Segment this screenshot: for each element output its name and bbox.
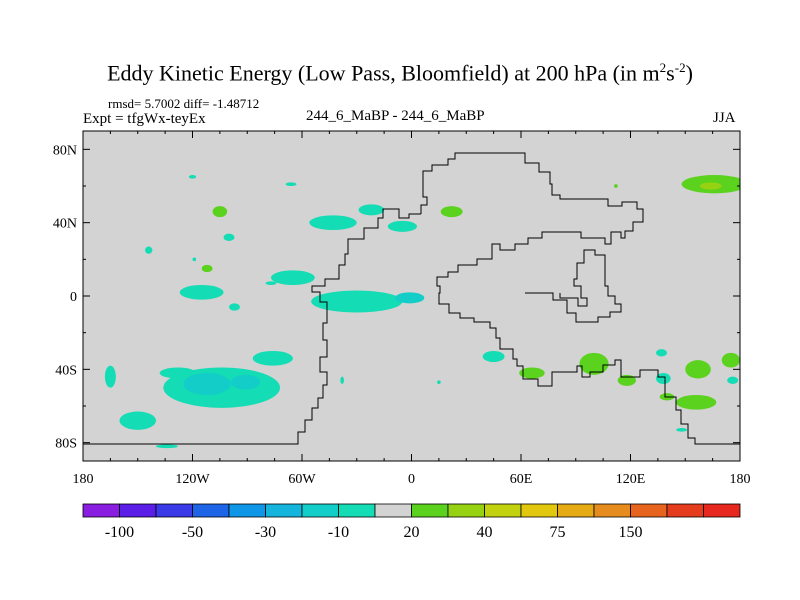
y-axis: 80N 40N 0 40S 80S xyxy=(53,143,740,452)
anomaly-blob-26 xyxy=(685,360,711,379)
colorbar-swatch-2 xyxy=(155,503,193,518)
anomaly-blob-4 xyxy=(230,374,261,390)
anomaly-blob-21 xyxy=(223,233,235,241)
y-tick-label-3: 40S xyxy=(55,363,77,378)
colorbar-label-5: 40 xyxy=(477,524,493,541)
anomaly-blob-41 xyxy=(156,444,178,449)
anomaly-blob-32 xyxy=(482,351,505,362)
anomaly-blob-31 xyxy=(519,367,545,379)
x-tick-label-2: 60W xyxy=(288,472,316,487)
anomaly-blob-37 xyxy=(676,428,688,432)
continent-outlines xyxy=(83,152,740,445)
x-axis: 180 120W 60W 0 60E 120E 180 xyxy=(73,131,751,487)
anomaly-blob-20 xyxy=(212,206,228,218)
anomaly-blob-15 xyxy=(395,292,425,304)
colorbar-swatch-16 xyxy=(666,503,704,518)
anomaly-blob-5 xyxy=(252,351,293,366)
x-tick-label-5: 120E xyxy=(616,472,646,487)
x-tick-label-0: 180 xyxy=(73,472,94,487)
anomaly-blob-12 xyxy=(265,281,277,285)
chart-title: Eddy Kinetic Energy (Low Pass, Bloomfiel… xyxy=(107,60,693,86)
colorbar-swatch-7 xyxy=(338,503,376,518)
anomaly-blob-16 xyxy=(309,215,357,231)
anomaly-blob-40 xyxy=(614,184,618,188)
anomaly-blob-38 xyxy=(340,376,344,385)
anomaly-blob-34 xyxy=(721,352,740,368)
anomaly-blob-10 xyxy=(192,257,197,262)
rmsd-diff-stats: rmsd= 5.7002 diff= -1.48712 xyxy=(108,96,260,111)
colorbar-label-0: -100 xyxy=(105,524,134,541)
anomaly-blob-28 xyxy=(656,373,671,384)
anomaly-blob-30 xyxy=(617,374,636,386)
anomaly-blob-17 xyxy=(358,204,385,216)
colorbar: -100 -50 -30 -10 20 40 75 150 xyxy=(82,503,741,541)
colorbar-label-2: -30 xyxy=(255,524,276,541)
anomaly-blob-9 xyxy=(145,246,153,254)
colorbar-swatch-17 xyxy=(703,503,741,518)
colorbar-swatch-11 xyxy=(484,503,522,518)
colorbar-swatch-9 xyxy=(411,503,449,518)
colorbar-swatch-10 xyxy=(447,503,485,518)
anomaly-blob-39 xyxy=(437,380,441,384)
colorbar-swatch-13 xyxy=(557,503,595,518)
colorbar-label-7: 150 xyxy=(619,524,643,541)
season-label: JJA xyxy=(713,110,736,126)
anomaly-blob-3 xyxy=(183,373,231,395)
anomaly-blob-25 xyxy=(699,182,722,190)
anomaly-blob-19 xyxy=(440,206,463,218)
colorbar-label-1: -50 xyxy=(182,524,203,541)
anomaly-blob-36 xyxy=(656,349,668,357)
colorbar-swatch-6 xyxy=(301,503,339,518)
x-tick-label-3: 0 xyxy=(408,472,415,487)
anomaly-blob-14 xyxy=(311,290,403,313)
y-tick-label-1: 40N xyxy=(53,217,77,232)
anomaly-fields xyxy=(104,175,740,449)
colorbar-swatch-4 xyxy=(228,503,266,518)
anomaly-blob-0 xyxy=(104,365,116,388)
colorbar-label-4: 20 xyxy=(404,524,420,541)
anomaly-blob-27 xyxy=(676,395,717,410)
experiment-label: Expt = tfgWx-teyEx xyxy=(83,111,206,127)
colorbar-swatch-0 xyxy=(82,503,120,518)
x-tick-label-4: 60E xyxy=(510,472,533,487)
y-tick-label-2: 0 xyxy=(70,290,77,305)
anomaly-blob-8 xyxy=(229,303,240,311)
anomaly-blob-7 xyxy=(179,285,224,300)
x-tick-label-6: 180 xyxy=(730,472,751,487)
colorbar-swatch-5 xyxy=(265,503,303,518)
colorbar-swatch-1 xyxy=(119,503,157,518)
colorbar-label-3: -10 xyxy=(328,524,349,541)
y-tick-label-0: 80N xyxy=(53,143,77,158)
anomaly-blob-18 xyxy=(387,220,417,232)
anomaly-blob-23 xyxy=(285,182,297,187)
anomaly-blob-29 xyxy=(579,352,609,375)
colorbar-swatch-14 xyxy=(593,503,631,518)
y-tick-label-4: 80S xyxy=(55,437,77,452)
anomaly-blob-35 xyxy=(727,376,739,385)
x-tick-label-1: 120W xyxy=(175,472,210,487)
case-label: 244_6_MaBP - 244_6_MaBP xyxy=(306,108,485,124)
anomaly-blob-13 xyxy=(270,270,315,285)
anomaly-blob-6 xyxy=(119,411,156,430)
anomaly-blob-22 xyxy=(188,175,197,179)
anomaly-blob-11 xyxy=(201,264,213,273)
colorbar-swatch-15 xyxy=(630,503,668,518)
colorbar-swatch-12 xyxy=(520,503,558,518)
colorbar-swatch-8 xyxy=(374,503,412,518)
colorbar-swatch-3 xyxy=(192,503,230,518)
colorbar-label-6: 75 xyxy=(550,524,566,541)
